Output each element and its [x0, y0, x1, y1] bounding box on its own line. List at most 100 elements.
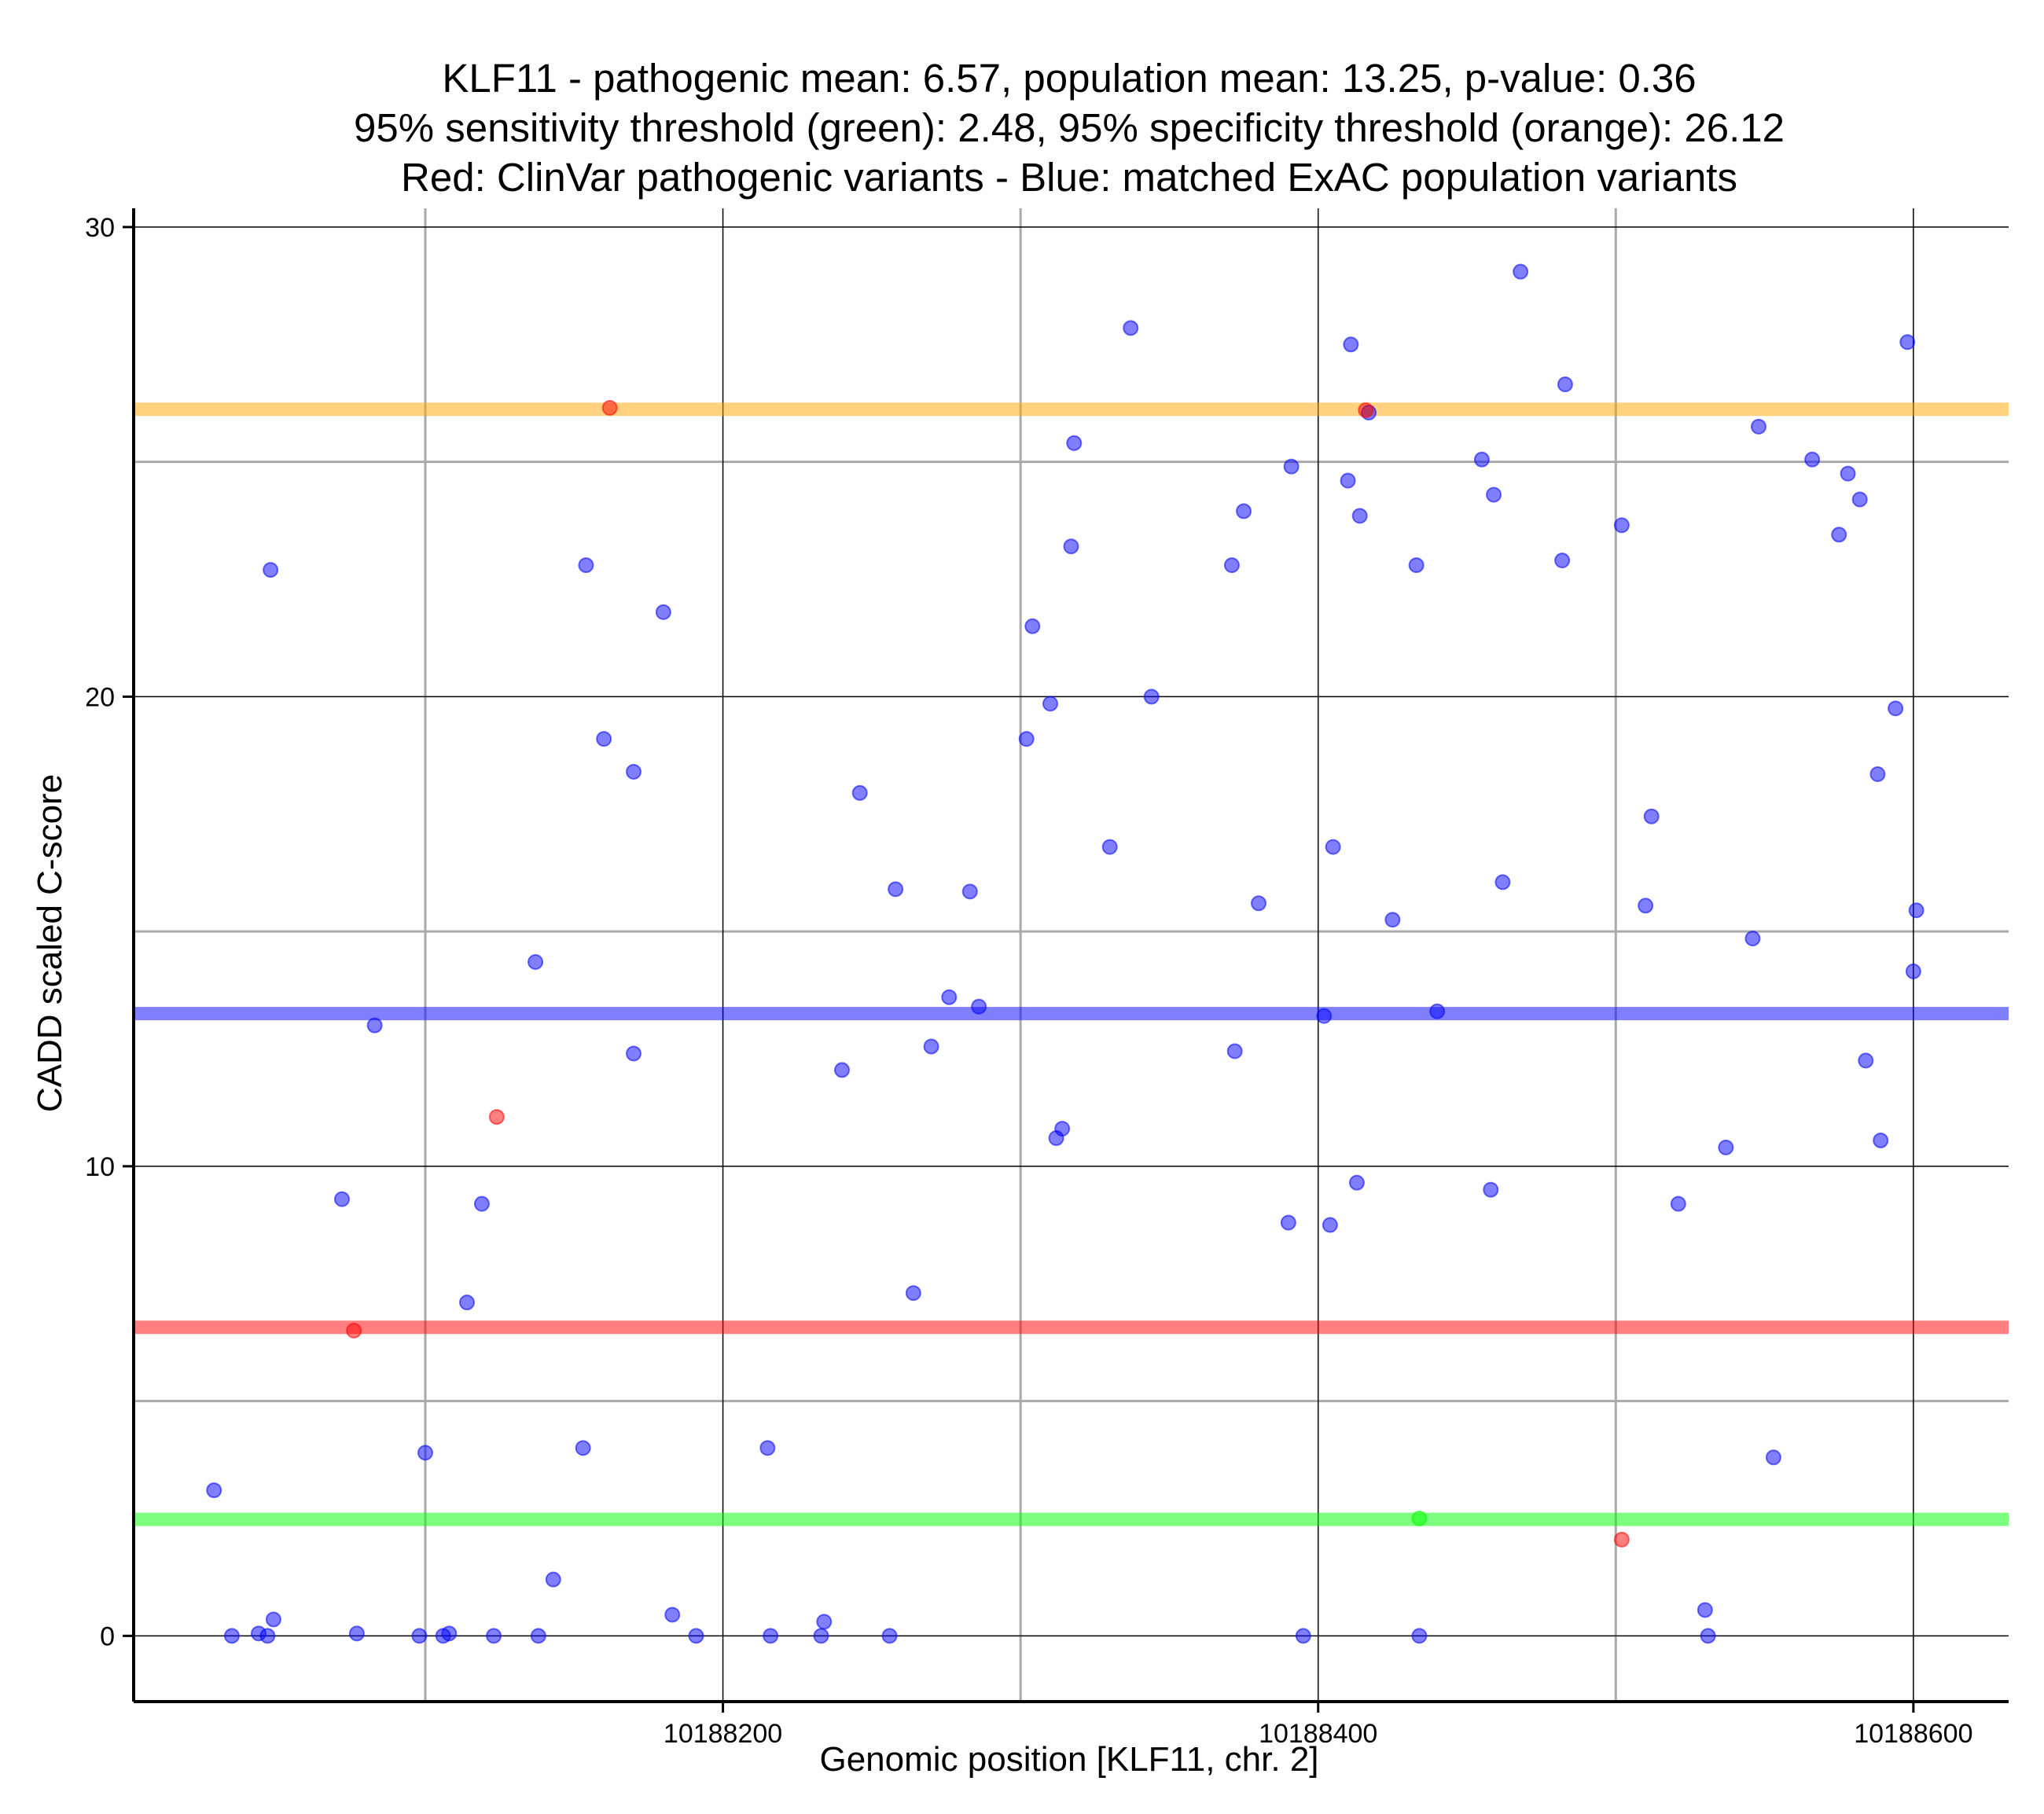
- data-point: [1322, 1217, 1338, 1233]
- data-point: [759, 1440, 776, 1456]
- data-point: [1316, 1008, 1333, 1024]
- data-point: [1840, 465, 1856, 482]
- data-point: [1851, 491, 1868, 508]
- data-point: [488, 1109, 505, 1125]
- data-point: [1223, 557, 1240, 574]
- data-point: [530, 1628, 546, 1644]
- data-point: [1718, 1139, 1734, 1155]
- data-point: [1226, 1043, 1243, 1059]
- data-point: [528, 953, 544, 970]
- data-point: [411, 1628, 428, 1644]
- data-point: [1888, 700, 1904, 717]
- data-point: [626, 1045, 642, 1062]
- chart-title: KLF11 - pathogenic mean: 6.57, populatio…: [354, 56, 1785, 200]
- data-point: [1063, 538, 1079, 555]
- data-point: [1429, 1003, 1446, 1019]
- data-point: [473, 1195, 490, 1212]
- reference-lines: [134, 402, 2009, 1526]
- data-point: [1744, 931, 1761, 947]
- data-point: [259, 1628, 276, 1644]
- data-point: [941, 989, 958, 1005]
- data-point: [923, 1038, 939, 1055]
- y-tick-label: 30: [85, 213, 115, 243]
- data-point: [1343, 336, 1359, 353]
- data-point: [1700, 1628, 1716, 1644]
- data-point: [1613, 517, 1630, 534]
- data-point: [1613, 1531, 1630, 1548]
- data-point: [417, 1445, 433, 1461]
- data-point: [881, 1628, 898, 1644]
- data-point: [596, 731, 612, 747]
- data-point: [1283, 458, 1300, 475]
- data-point: [1831, 527, 1847, 543]
- title-line-2: 95% sensitivity threshold (green): 2.48,…: [354, 105, 1785, 150]
- data-point: [961, 883, 978, 900]
- data-point: [578, 557, 594, 574]
- data-point: [1123, 320, 1139, 336]
- data-point: [664, 1607, 681, 1623]
- data-point: [1751, 418, 1766, 435]
- data-point: [1236, 503, 1252, 520]
- data-point: [851, 784, 868, 801]
- title-line-3: Red: ClinVar pathogenic variants - Blue:…: [401, 155, 1737, 200]
- x-axis-title: Genomic position [KLF11, chr. 2]: [819, 1740, 1318, 1779]
- x-tick-label: 10188200: [664, 1719, 782, 1749]
- data-point: [1143, 689, 1160, 705]
- data-points: [206, 263, 1925, 1644]
- data-point: [1899, 334, 1916, 351]
- data-point: [905, 1285, 921, 1302]
- data-point: [1054, 1121, 1071, 1137]
- data-point: [1858, 1052, 1874, 1069]
- data-point: [1873, 1133, 1889, 1149]
- data-point: [1554, 553, 1571, 569]
- data-point: [1908, 902, 1925, 919]
- data-point: [888, 881, 904, 898]
- data-point: [486, 1628, 502, 1644]
- title-line-1: KLF11 - pathogenic mean: 6.57, populatio…: [442, 56, 1696, 101]
- data-point: [1494, 874, 1511, 890]
- y-tick-label: 0: [100, 1621, 115, 1651]
- data-point: [834, 1062, 850, 1078]
- data-point: [346, 1322, 362, 1338]
- data-point: [1411, 1510, 1428, 1526]
- data-point: [1295, 1628, 1311, 1644]
- data-point: [1024, 618, 1041, 634]
- data-point: [1280, 1214, 1296, 1231]
- data-point: [263, 562, 279, 578]
- data-point: [265, 1611, 281, 1628]
- data-point: [1638, 898, 1654, 914]
- data-point: [1384, 912, 1401, 928]
- data-point: [1804, 451, 1821, 468]
- data-point: [971, 998, 987, 1015]
- data-point: [688, 1628, 704, 1644]
- data-point: [1101, 839, 1118, 855]
- data-point: [1066, 435, 1083, 451]
- data-point: [334, 1191, 350, 1207]
- data-point: [1325, 839, 1341, 855]
- data-point: [459, 1294, 475, 1311]
- data-point: [223, 1628, 240, 1644]
- data-point: [1557, 376, 1573, 393]
- data-point: [1473, 451, 1490, 468]
- data-point: [545, 1571, 561, 1588]
- data-point: [763, 1628, 779, 1644]
- y-tick-label: 10: [85, 1152, 115, 1182]
- tick-labels: 0 10 20 30 10188200 10188400 10188600: [85, 213, 1972, 1749]
- data-point: [601, 399, 618, 416]
- data-point: [575, 1440, 591, 1456]
- data-point: [1697, 1602, 1713, 1618]
- data-point: [813, 1628, 829, 1644]
- grid: [134, 208, 2009, 1702]
- data-point: [1643, 808, 1660, 824]
- data-point: [206, 1482, 222, 1499]
- data-point: [1358, 402, 1374, 418]
- data-point: [1483, 1181, 1499, 1198]
- y-axis-title: CADD scaled C-score: [31, 774, 69, 1112]
- x-tick-label: 10188400: [1259, 1719, 1377, 1749]
- data-point: [1340, 472, 1356, 489]
- data-point: [1905, 963, 1921, 979]
- data-point: [1408, 557, 1425, 574]
- data-point: [1765, 1449, 1781, 1466]
- data-point: [1348, 1174, 1365, 1191]
